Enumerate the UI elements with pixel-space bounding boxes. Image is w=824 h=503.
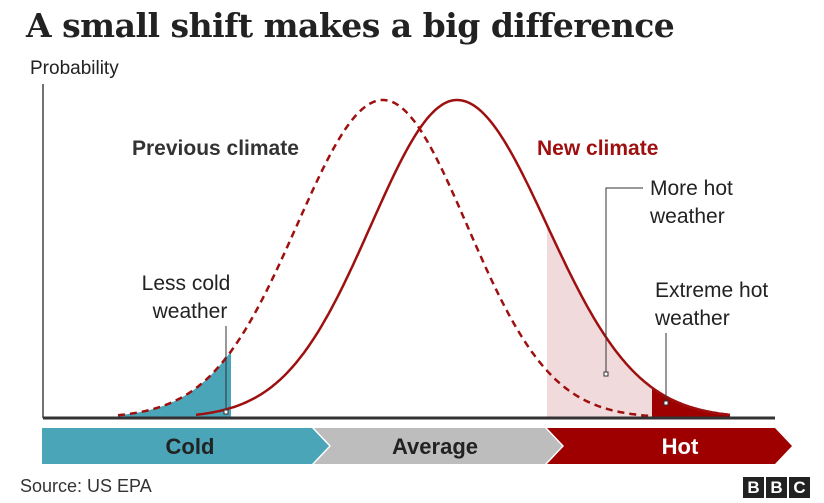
hot-band-label: Hot — [662, 434, 699, 459]
average-band — [314, 428, 562, 464]
y-axis-label: Probability — [30, 58, 119, 79]
bbc-logo-letter: B — [766, 477, 787, 498]
less-cold-weather-area — [118, 351, 231, 418]
hot-band — [547, 428, 792, 464]
previous-climate-curve — [117, 98, 655, 418]
more-hot-pointer — [605, 187, 643, 374]
new-climate-label: New climate — [537, 137, 658, 160]
source-note: Source: US EPA — [20, 476, 152, 496]
extreme-hot-pointer-dot — [663, 400, 669, 406]
cold-band — [42, 428, 329, 464]
more-hot-label-line1: More hot — [650, 177, 733, 200]
more-hot-weather-area — [547, 225, 652, 418]
less-cold-label-line2: weather — [152, 300, 228, 323]
new-climate-curve — [195, 98, 731, 417]
bbc-logo-letter: C — [789, 477, 810, 498]
extreme-hot-label-line2: weather — [654, 307, 730, 330]
cold-band-label: Cold — [166, 434, 215, 459]
bbc-logo: B B C — [743, 477, 810, 498]
less-cold-label-line1: Less cold — [142, 272, 231, 295]
previous-climate-label: Previous climate — [132, 137, 299, 160]
less-cold-pointer-dot — [223, 409, 229, 415]
more-hot-pointer-dot — [603, 371, 609, 377]
bbc-logo-letter: B — [743, 477, 764, 498]
extreme-hot-weather-area — [652, 387, 730, 418]
page-title: A small shift makes a big difference — [26, 6, 675, 45]
average-band-label: Average — [392, 434, 478, 459]
extreme-hot-label-line1: Extreme hot — [655, 279, 768, 302]
more-hot-label-line2: weather — [649, 205, 725, 228]
distribution-diagram: Previous climate New climate Less cold w… — [42, 84, 792, 464]
